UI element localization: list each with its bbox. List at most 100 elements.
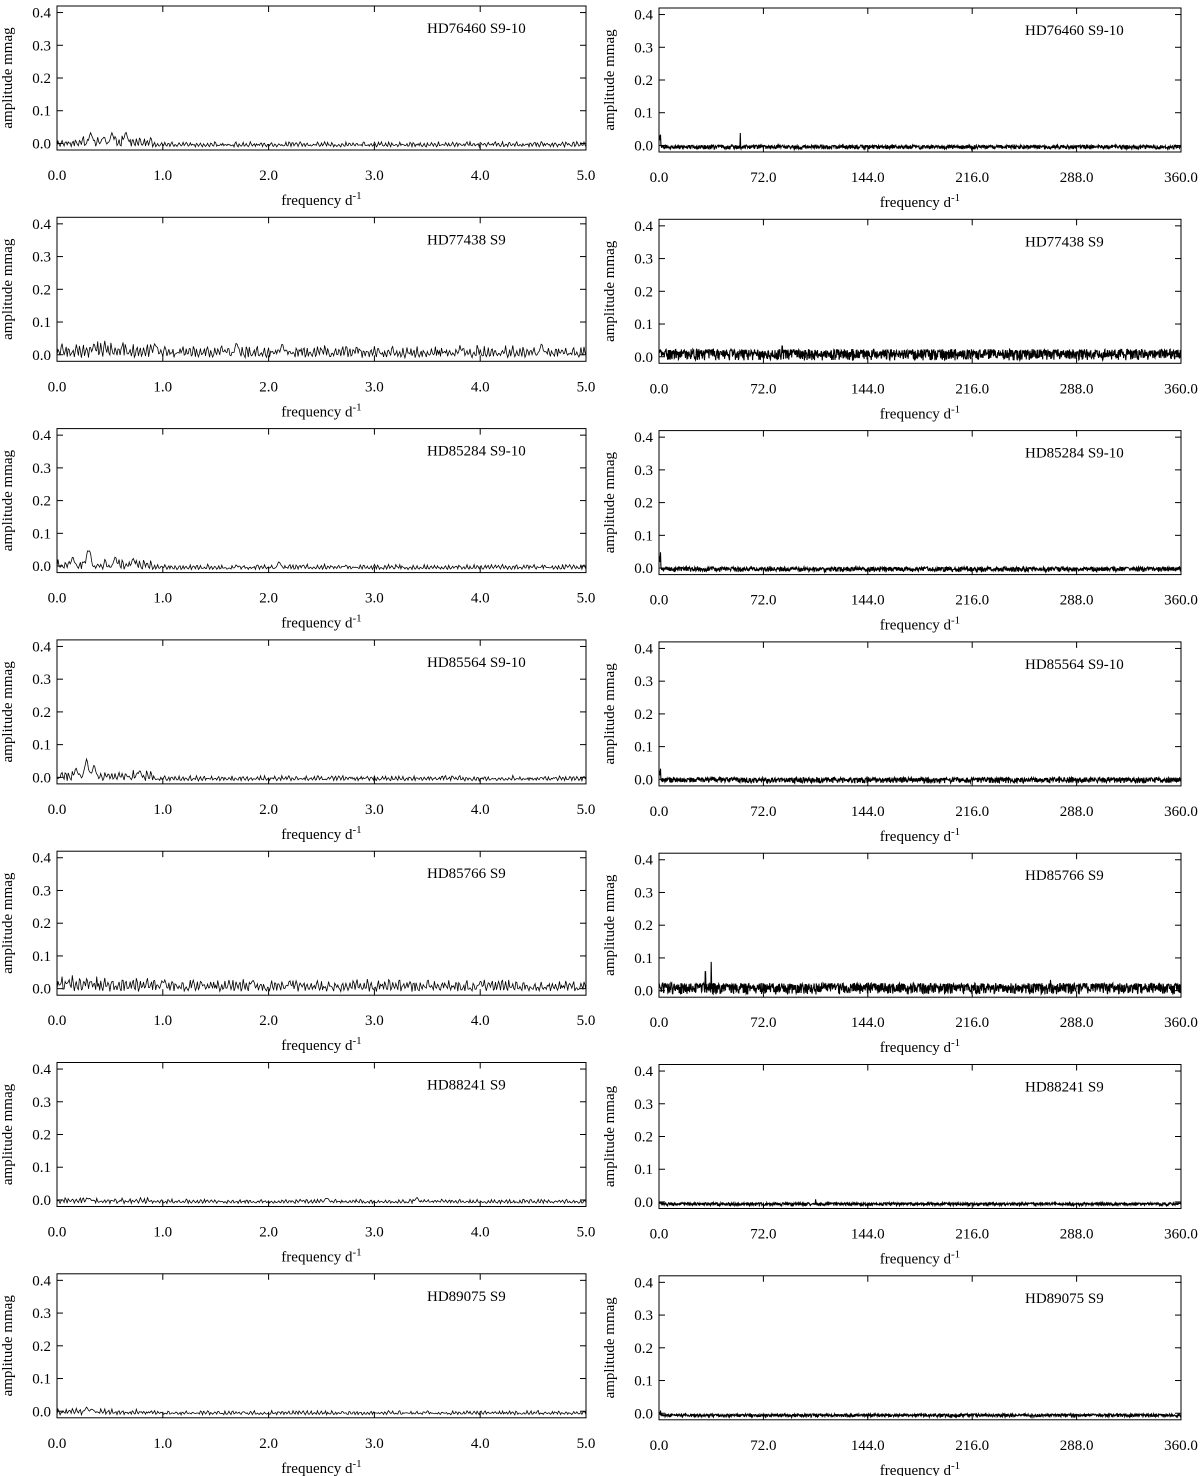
y-tick-label: 0.0: [32, 1404, 51, 1420]
x-tick-label: 0.0: [48, 591, 67, 607]
x-axis-title-exponent: -1: [951, 615, 960, 627]
x-tick-label: 72.0: [750, 170, 776, 186]
y-tick-label: 0.0: [634, 1195, 653, 1211]
y-tick-label: 0.2: [634, 73, 653, 89]
y-tick-label: 0.2: [634, 918, 653, 934]
x-axis-title: frequency d-1: [880, 403, 960, 422]
x-axis-title-exponent: -1: [353, 1247, 362, 1259]
y-tick-label: 0.2: [634, 707, 653, 723]
panel-title: HD88241 S9: [427, 1078, 506, 1094]
x-tick-label: 3.0: [365, 168, 384, 184]
x-tick-label: 0.0: [650, 593, 669, 609]
amplitude-series-line: [56, 1196, 587, 1205]
x-tick-label: 72.0: [750, 593, 776, 609]
amplitude-series-line: [658, 345, 1182, 363]
x-tick-label: 1.0: [153, 168, 172, 184]
chart-panel-4: 0.0 0.1 0.2 0.3 0.4 0.0 72.0 144.0 216.0 288.0 360…: [602, 218, 1198, 422]
y-tick-label: 0.4: [32, 1062, 51, 1078]
y-tick-label: 0.3: [32, 38, 51, 54]
panel-title: HD85284 S9-10: [427, 444, 526, 460]
y-tick-label: 0.1: [634, 528, 653, 544]
x-tick-label: 360.0: [1164, 804, 1198, 820]
y-tick-label: 0.0: [32, 559, 51, 575]
plot-frame: [56, 850, 587, 996]
y-axis-title: amplitude mmag: [0, 1083, 16, 1185]
y-tick-label: 0.1: [32, 738, 51, 754]
y-tick-label: 0.0: [634, 138, 653, 154]
amplitude-series-line: [56, 550, 587, 571]
x-tick-label: 0.0: [48, 1436, 67, 1452]
y-axis-title: amplitude mmag: [602, 663, 618, 765]
x-tick-label: 72.0: [750, 804, 776, 820]
x-tick-label: 3.0: [365, 591, 384, 607]
x-tick-label: 5.0: [577, 168, 596, 184]
y-tick-label: 0.1: [32, 104, 51, 120]
amplitude-series-line: [658, 961, 1182, 996]
x-tick-label: 144.0: [851, 1438, 885, 1454]
x-tick-label: 0.0: [48, 1013, 67, 1029]
y-axis-title: amplitude mmag: [602, 240, 618, 342]
chart-panel-12: 0.0 0.1 0.2 0.3 0.4 0.0 72.0 144.0 216.0 288.0 360…: [602, 1064, 1198, 1268]
x-axis-title: frequency d-1: [880, 1460, 960, 1476]
y-axis-title: amplitude mmag: [0, 1295, 16, 1397]
panel-title: HD85564 S9-10: [1025, 657, 1124, 673]
y-tick-label: 0.0: [634, 772, 653, 788]
x-axis-title-exponent: -1: [353, 613, 362, 625]
x-axis-title: frequency d-1: [281, 190, 361, 209]
x-axis-title: frequency d-1: [281, 401, 361, 420]
y-tick-label: 0.2: [32, 1339, 51, 1355]
amplitude-series-line: [658, 768, 1182, 786]
y-tick-label: 0.3: [32, 1306, 51, 1322]
x-tick-label: 216.0: [955, 170, 989, 186]
x-tick-label: 216.0: [955, 1227, 989, 1243]
x-tick-label: 5.0: [577, 1225, 596, 1241]
y-tick-label: 0.1: [634, 1374, 653, 1390]
x-tick-label: 3.0: [365, 802, 384, 818]
y-axis-title: amplitude mmag: [0, 872, 16, 974]
x-tick-label: 216.0: [955, 381, 989, 397]
plot-frame: [56, 216, 587, 362]
x-tick-label: 4.0: [471, 1013, 490, 1029]
x-axis-title: frequency d-1: [281, 1247, 361, 1266]
x-tick-label: 1.0: [153, 379, 172, 395]
x-tick-label: 2.0: [259, 802, 278, 818]
y-tick-label: 0.4: [634, 1275, 653, 1291]
x-tick-label: 288.0: [1060, 1227, 1094, 1243]
x-axis-title: frequency d-1: [880, 826, 960, 845]
amplitude-series-line: [56, 757, 587, 783]
y-tick-label: 0.4: [32, 851, 51, 867]
panel-title: HD85564 S9-10: [427, 655, 526, 671]
x-tick-label: 1.0: [153, 591, 172, 607]
y-tick-label: 0.4: [32, 6, 51, 22]
x-axis-title-exponent: -1: [951, 826, 960, 838]
x-tick-label: 2.0: [259, 1436, 278, 1452]
plot-frame: [56, 1062, 587, 1207]
y-tick-label: 0.4: [634, 219, 653, 235]
y-tick-label: 0.2: [32, 282, 51, 298]
x-tick-label: 72.0: [750, 1438, 776, 1454]
x-tick-label: 288.0: [1060, 593, 1094, 609]
x-tick-label: 216.0: [955, 593, 989, 609]
y-tick-label: 0.4: [32, 217, 51, 233]
x-axis-title: frequency d-1: [880, 192, 960, 211]
x-axis-title-exponent: -1: [951, 1037, 960, 1049]
chart-panel-9: 0.0 0.1 0.2 0.3 0.4 0.0 1.0 2.0 3.0 4.0 5.0 frequen…: [0, 850, 595, 1054]
x-tick-label: 0.0: [48, 1225, 67, 1241]
y-axis-title: amplitude mmag: [602, 29, 618, 131]
y-axis-title: amplitude mmag: [0, 661, 16, 763]
panel-title: HD89075 S9: [1025, 1291, 1104, 1307]
x-tick-label: 4.0: [471, 1225, 490, 1241]
x-tick-label: 0.0: [650, 381, 669, 397]
chart-panel-11: 0.0 0.1 0.2 0.3 0.4 0.0 1.0 2.0 3.0 4.0 5.0 frequen…: [0, 1062, 596, 1266]
chart-panel-14: 0.0 0.1 0.2 0.3 0.4 0.0 72.0 144.0 216.0 288.0 360…: [602, 1275, 1198, 1476]
x-axis-title-exponent: -1: [353, 1458, 362, 1470]
x-axis-title: frequency d-1: [281, 613, 361, 632]
x-tick-label: 144.0: [851, 593, 885, 609]
y-tick-label: 0.3: [634, 40, 653, 56]
x-tick-label: 288.0: [1060, 804, 1094, 820]
y-tick-label: 0.1: [634, 740, 653, 756]
x-axis-title-exponent: -1: [353, 824, 362, 836]
x-tick-label: 72.0: [750, 1015, 776, 1031]
y-tick-label: 0.2: [32, 1128, 51, 1144]
x-tick-label: 5.0: [577, 1436, 596, 1452]
